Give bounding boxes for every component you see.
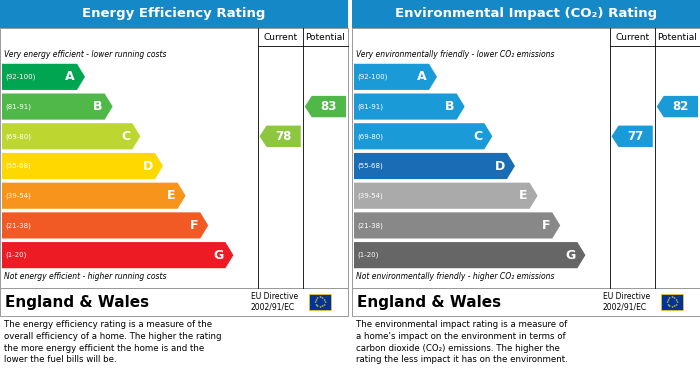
Text: 78: 78 bbox=[275, 130, 291, 143]
Bar bbox=[0, 0, 348, 28]
Text: ★: ★ bbox=[321, 296, 324, 300]
Text: ★: ★ bbox=[668, 296, 671, 300]
Text: EU Directive
2002/91/EC: EU Directive 2002/91/EC bbox=[251, 292, 298, 312]
Text: ★: ★ bbox=[316, 304, 319, 308]
Polygon shape bbox=[354, 64, 437, 90]
Text: B: B bbox=[93, 100, 103, 113]
Bar bbox=[352, 288, 700, 316]
Text: C: C bbox=[473, 130, 482, 143]
Polygon shape bbox=[2, 153, 163, 179]
Text: England & Wales: England & Wales bbox=[357, 294, 501, 310]
Text: E: E bbox=[167, 189, 176, 202]
Text: 83: 83 bbox=[320, 100, 337, 113]
Text: F: F bbox=[542, 219, 550, 232]
Text: Potential: Potential bbox=[657, 32, 697, 41]
Text: (21-38): (21-38) bbox=[5, 222, 31, 229]
Text: ★: ★ bbox=[668, 304, 671, 308]
Text: Potential: Potential bbox=[305, 32, 345, 41]
Polygon shape bbox=[2, 212, 208, 239]
Text: F: F bbox=[190, 219, 198, 232]
Text: (39-54): (39-54) bbox=[5, 192, 31, 199]
Text: (55-68): (55-68) bbox=[5, 163, 31, 169]
Text: A: A bbox=[65, 70, 75, 83]
Text: C: C bbox=[121, 130, 130, 143]
Text: ★: ★ bbox=[321, 304, 324, 308]
Text: ★: ★ bbox=[666, 300, 668, 304]
Text: G: G bbox=[213, 249, 223, 262]
Text: ★: ★ bbox=[323, 298, 326, 301]
Text: Energy Efficiency Rating: Energy Efficiency Rating bbox=[83, 7, 266, 20]
Polygon shape bbox=[2, 93, 113, 120]
Bar bbox=[352, 0, 700, 28]
Text: ★: ★ bbox=[318, 295, 322, 299]
Text: ★: ★ bbox=[673, 296, 676, 300]
Text: Not environmentally friendly - higher CO₂ emissions: Not environmentally friendly - higher CO… bbox=[356, 272, 554, 281]
Text: The environmental impact rating is a measure of
a home's impact on the environme: The environmental impact rating is a mea… bbox=[356, 320, 568, 364]
Text: (1-20): (1-20) bbox=[357, 252, 379, 258]
Text: G: G bbox=[565, 249, 575, 262]
Text: 77: 77 bbox=[627, 130, 643, 143]
Bar bbox=[309, 294, 331, 310]
Text: D: D bbox=[143, 160, 153, 172]
Text: ★: ★ bbox=[316, 296, 319, 300]
Polygon shape bbox=[354, 242, 585, 268]
Polygon shape bbox=[354, 153, 515, 179]
Polygon shape bbox=[354, 123, 492, 149]
Text: ★: ★ bbox=[314, 298, 317, 301]
Polygon shape bbox=[657, 96, 698, 117]
Text: (21-38): (21-38) bbox=[357, 222, 383, 229]
Polygon shape bbox=[354, 93, 465, 120]
Polygon shape bbox=[304, 96, 346, 117]
Text: (69-80): (69-80) bbox=[5, 133, 31, 140]
Polygon shape bbox=[354, 183, 538, 209]
Text: ★: ★ bbox=[666, 303, 669, 307]
Text: (69-80): (69-80) bbox=[357, 133, 383, 140]
Text: ★: ★ bbox=[314, 303, 317, 307]
Text: ★: ★ bbox=[675, 298, 678, 301]
Text: E: E bbox=[519, 189, 528, 202]
Polygon shape bbox=[354, 212, 560, 239]
Text: Not energy efficient - higher running costs: Not energy efficient - higher running co… bbox=[4, 272, 167, 281]
Text: ★: ★ bbox=[673, 304, 676, 308]
Text: (39-54): (39-54) bbox=[357, 192, 383, 199]
Text: ★: ★ bbox=[318, 305, 322, 309]
Text: ★: ★ bbox=[671, 295, 673, 299]
Text: ★: ★ bbox=[323, 300, 327, 304]
Polygon shape bbox=[612, 126, 653, 147]
Text: B: B bbox=[445, 100, 455, 113]
Bar bbox=[0, 288, 348, 316]
Text: Current: Current bbox=[615, 32, 649, 41]
Text: (81-91): (81-91) bbox=[357, 103, 383, 110]
Polygon shape bbox=[2, 64, 85, 90]
Text: A: A bbox=[417, 70, 427, 83]
Text: ★: ★ bbox=[671, 305, 673, 309]
Text: (81-91): (81-91) bbox=[5, 103, 31, 110]
Text: (55-68): (55-68) bbox=[357, 163, 383, 169]
Polygon shape bbox=[2, 123, 140, 149]
Polygon shape bbox=[2, 183, 186, 209]
Text: Very environmentally friendly - lower CO₂ emissions: Very environmentally friendly - lower CO… bbox=[356, 50, 554, 59]
Text: ★: ★ bbox=[676, 300, 679, 304]
Text: (92-100): (92-100) bbox=[5, 74, 36, 80]
Text: England & Wales: England & Wales bbox=[5, 294, 149, 310]
Text: ★: ★ bbox=[675, 303, 678, 307]
Polygon shape bbox=[2, 242, 233, 268]
Polygon shape bbox=[260, 126, 301, 147]
Text: 82: 82 bbox=[672, 100, 689, 113]
Text: (92-100): (92-100) bbox=[357, 74, 387, 80]
Text: ★: ★ bbox=[314, 300, 316, 304]
Text: EU Directive
2002/91/EC: EU Directive 2002/91/EC bbox=[603, 292, 650, 312]
Text: Very energy efficient - lower running costs: Very energy efficient - lower running co… bbox=[4, 50, 167, 59]
Text: Environmental Impact (CO₂) Rating: Environmental Impact (CO₂) Rating bbox=[395, 7, 657, 20]
Text: The energy efficiency rating is a measure of the
overall efficiency of a home. T: The energy efficiency rating is a measur… bbox=[4, 320, 221, 364]
Text: D: D bbox=[495, 160, 505, 172]
Text: Current: Current bbox=[263, 32, 298, 41]
Text: (1-20): (1-20) bbox=[5, 252, 27, 258]
Text: ★: ★ bbox=[323, 303, 326, 307]
Text: ★: ★ bbox=[666, 298, 669, 301]
Bar bbox=[0, 28, 348, 288]
Bar bbox=[662, 294, 683, 310]
Bar bbox=[352, 28, 700, 288]
